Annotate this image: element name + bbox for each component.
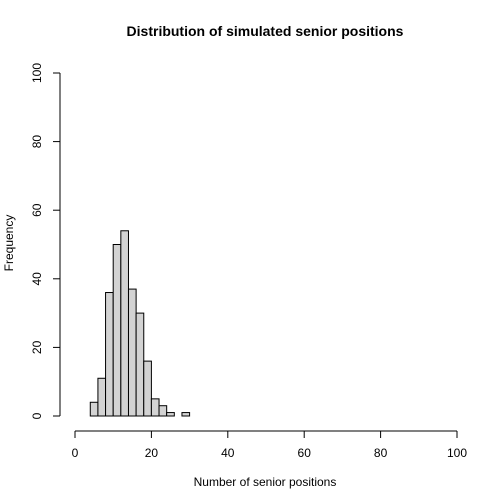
histogram-bar — [120, 230, 129, 417]
histogram-bar — [97, 377, 107, 417]
y-tick-label: 60 — [30, 203, 44, 217]
x-tick-label: 0 — [72, 446, 79, 460]
y-axis-label: Frequency — [2, 215, 16, 272]
histogram-bar — [150, 398, 160, 417]
y-tick-label: 40 — [30, 272, 44, 286]
y-tick-label: 100 — [30, 63, 44, 83]
histogram-bar — [135, 312, 145, 417]
bars-group — [89, 230, 191, 417]
histogram-bar — [105, 292, 114, 417]
x-tick-label: 80 — [374, 446, 388, 460]
histogram-bar — [166, 412, 175, 417]
histogram-bar — [158, 405, 168, 417]
y-axis: 0 20 40 60 80 100 — [30, 63, 61, 419]
histogram-bar — [181, 412, 191, 417]
chart-title: Distribution of simulated senior positio… — [127, 23, 404, 39]
x-tick-label: 100 — [447, 446, 467, 460]
x-axis: 0 20 40 60 80 100 — [72, 430, 467, 460]
histogram-bar — [143, 360, 152, 417]
y-tick-label: 20 — [30, 340, 44, 354]
y-tick-label: 0 — [30, 412, 44, 419]
y-tick-label: 80 — [30, 135, 44, 149]
x-axis-label: Number of senior positions — [194, 475, 337, 489]
histogram-bar — [127, 288, 137, 417]
histogram-bar — [89, 401, 99, 417]
x-tick-label: 60 — [298, 446, 312, 460]
x-tick-label: 20 — [145, 446, 159, 460]
x-tick-label: 40 — [221, 446, 235, 460]
histogram-bar — [112, 244, 122, 417]
